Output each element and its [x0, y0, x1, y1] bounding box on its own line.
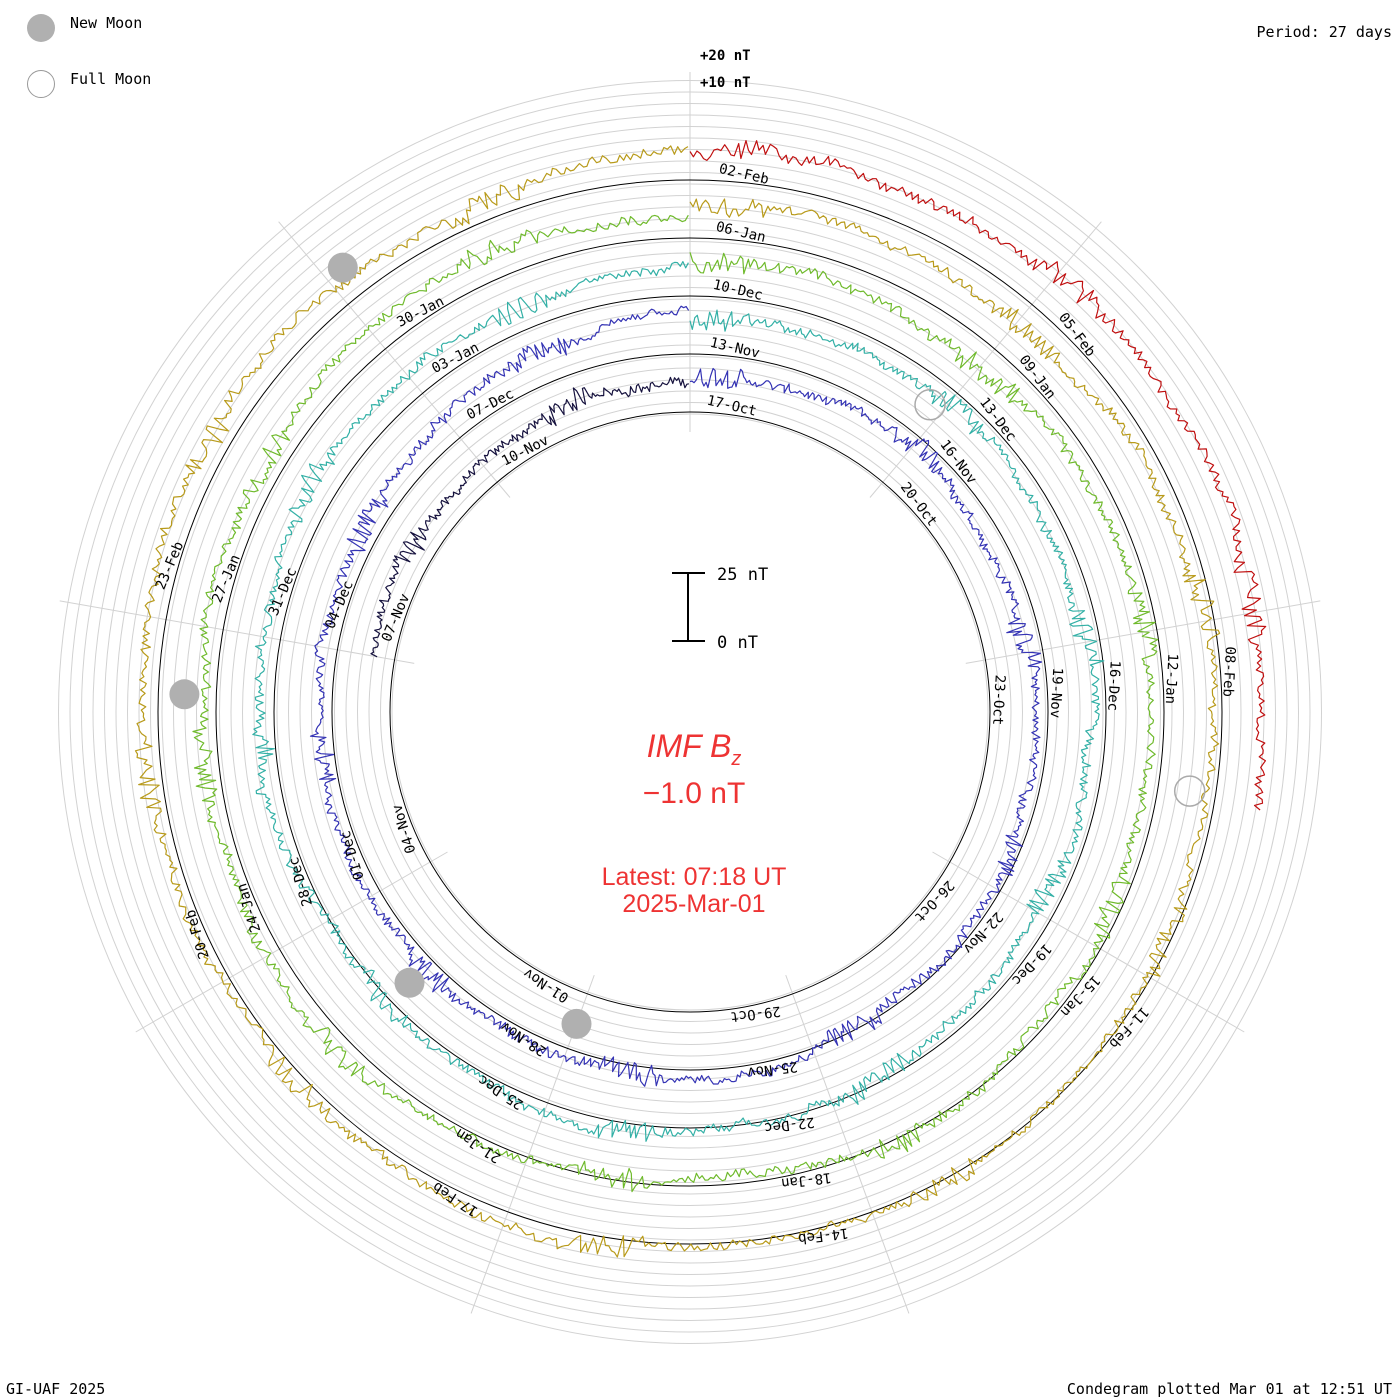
rotation-trace: [192, 214, 1159, 1193]
grid-ring: [357, 379, 1023, 1045]
new-moon-marker: [327, 252, 358, 283]
date-tick-label: 08-Feb: [1219, 646, 1238, 697]
latest-time: Latest: 07:18 UT: [602, 863, 787, 891]
zero-baseline-ring: [215, 237, 1165, 1187]
zero-baseline-ring: [331, 353, 1049, 1071]
footer-credit: GI-UAF 2025: [6, 1380, 106, 1398]
rotation-trace: [370, 376, 690, 658]
scale-bar: 25 nT 0 nT: [672, 565, 768, 653]
date-tick-label: 25-Nov: [746, 1058, 798, 1080]
date-tick-label: 12-Jan: [1162, 653, 1181, 704]
grid-spoke: [869, 221, 1102, 498]
date-tick-label: 04-Dec: [322, 578, 356, 631]
footer-timestamp: Condegram plotted Mar 01 at 12:51 UT: [1066, 1380, 1392, 1398]
scale-label-20: +20 nT: [700, 48, 751, 64]
date-tick-label: 01-Dec: [338, 829, 368, 882]
date-tick-label: 19-Nov: [1047, 667, 1066, 718]
new-moon-icon: [27, 14, 55, 42]
full-moon-marker: [914, 389, 946, 421]
date-tick-label: 17-Feb: [430, 1178, 481, 1219]
scale-bar-bottom-label: 0 nT: [717, 633, 758, 653]
scale-bar-top-label: 25 nT: [717, 565, 768, 585]
grid-spoke: [59, 600, 415, 664]
grid-spoke: [785, 974, 910, 1314]
grid-spoke: [932, 851, 1245, 1033]
center-readout: IMF Bz −1.0 nT Latest: 07:18 UT 2025-Mar…: [602, 728, 787, 918]
date-tick-label: 03-Jan: [429, 340, 481, 377]
rotation-traces: [134, 140, 1267, 1258]
date-tick-label: 29-Oct: [729, 1003, 781, 1025]
date-tick-label: 18-Jan: [780, 1169, 832, 1191]
grid-spoke: [278, 221, 511, 498]
moon-markers: [169, 252, 1206, 1039]
full-moon-marker: [1173, 775, 1206, 807]
zero-baseline-ring: [157, 179, 1223, 1245]
date-tick-label: 16-Dec: [1104, 660, 1123, 711]
legend-full-moon: Full Moon: [70, 70, 152, 88]
polar-grid: [58, 72, 1322, 1344]
grid-ring: [345, 367, 1035, 1057]
date-tick-label: 11-Feb: [1105, 1003, 1151, 1051]
date-tick-label: 07-Nov: [379, 591, 413, 644]
legend-new-moon: New Moon: [70, 14, 143, 32]
date-tick-label: 22-Nov: [960, 909, 1006, 957]
date-tick-label: 28-Nov: [498, 1018, 549, 1059]
chart-title-subscript: z: [730, 748, 741, 770]
date-tick-label: 04-Nov: [389, 802, 419, 855]
full-moon-icon: [27, 70, 55, 98]
rotation-trace: [252, 261, 1105, 1142]
date-tick-label: 24-Jan: [234, 881, 264, 934]
grid-spoke: [135, 851, 448, 1033]
latest-date: 2025-Mar-01: [622, 890, 765, 918]
rotation-trace: [689, 140, 1267, 811]
date-tick-label: 02-Feb: [717, 161, 770, 188]
new-moon-marker: [394, 967, 425, 998]
current-value: −1.0 nT: [643, 777, 746, 810]
date-tick-label: 20-Feb: [183, 908, 213, 961]
grid-ring: [391, 413, 989, 1011]
rotation-trace: [309, 305, 1043, 1087]
zero-baseline-ring: [389, 411, 991, 1013]
date-tick-label: 25-Dec: [475, 1071, 526, 1112]
date-tick-label: 14-Feb: [797, 1224, 849, 1246]
date-tick-label: 23-Oct: [989, 674, 1008, 725]
new-moon-marker: [561, 1008, 592, 1039]
scale-label-10: +10 nT: [700, 75, 751, 91]
new-moon-marker: [169, 679, 200, 710]
date-tick-label: 22-Dec: [763, 1114, 815, 1136]
date-tick-label: 21-Jan: [453, 1125, 504, 1166]
grid-ring: [334, 356, 1046, 1068]
date-tick-label: 28-Dec: [286, 855, 316, 908]
date-tick-label: 26-Oct: [911, 877, 957, 925]
chart-title: IMF Bz: [647, 728, 742, 770]
period-label: Period: 27 days: [1256, 23, 1392, 41]
zero-baseline-ring: [273, 295, 1107, 1129]
rotation-trace: [134, 145, 1221, 1258]
